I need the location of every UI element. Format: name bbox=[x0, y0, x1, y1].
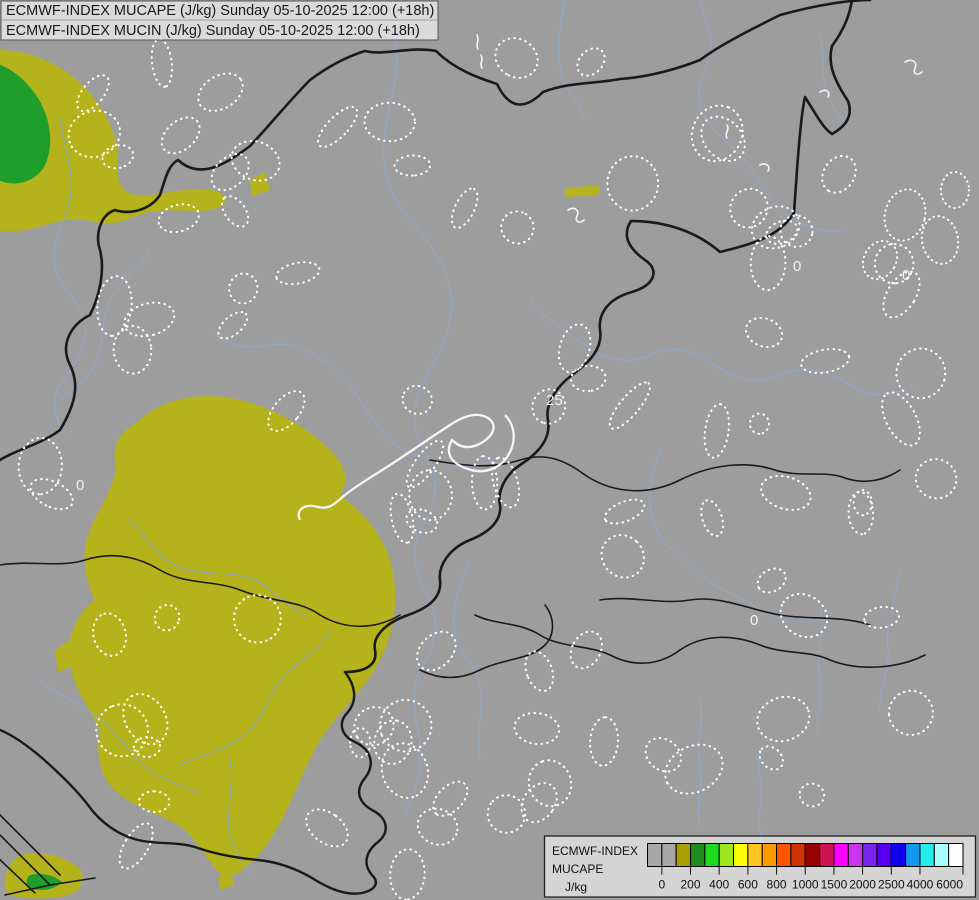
svg-text:1000: 1000 bbox=[792, 878, 819, 892]
svg-text:MUCAPE: MUCAPE bbox=[552, 862, 603, 876]
svg-text:0: 0 bbox=[793, 258, 801, 275]
svg-text:200: 200 bbox=[681, 878, 701, 892]
svg-text:2000: 2000 bbox=[849, 878, 876, 892]
svg-text:0: 0 bbox=[658, 878, 665, 892]
svg-text:0: 0 bbox=[750, 612, 758, 629]
svg-text:0: 0 bbox=[76, 477, 84, 494]
svg-text:ECMWF-INDEX: ECMWF-INDEX bbox=[552, 844, 638, 858]
svg-text:400: 400 bbox=[709, 878, 729, 892]
svg-text:2500: 2500 bbox=[878, 878, 905, 892]
svg-text:ECMWF-INDEX MUCIN (J/kg) Sunda: ECMWF-INDEX MUCIN (J/kg) Sunday 05-10-20… bbox=[6, 23, 420, 39]
svg-text:ECMWF-INDEX MUCAPE (J/kg) Sund: ECMWF-INDEX MUCAPE (J/kg) Sunday 05-10-2… bbox=[6, 3, 434, 19]
svg-text:1500: 1500 bbox=[821, 878, 848, 892]
svg-text:600: 600 bbox=[738, 878, 758, 892]
svg-text:25: 25 bbox=[546, 392, 563, 409]
svg-text:800: 800 bbox=[767, 878, 787, 892]
svg-text:J/kg: J/kg bbox=[565, 880, 587, 894]
svg-text:6000: 6000 bbox=[936, 878, 963, 892]
svg-text:4000: 4000 bbox=[907, 878, 934, 892]
